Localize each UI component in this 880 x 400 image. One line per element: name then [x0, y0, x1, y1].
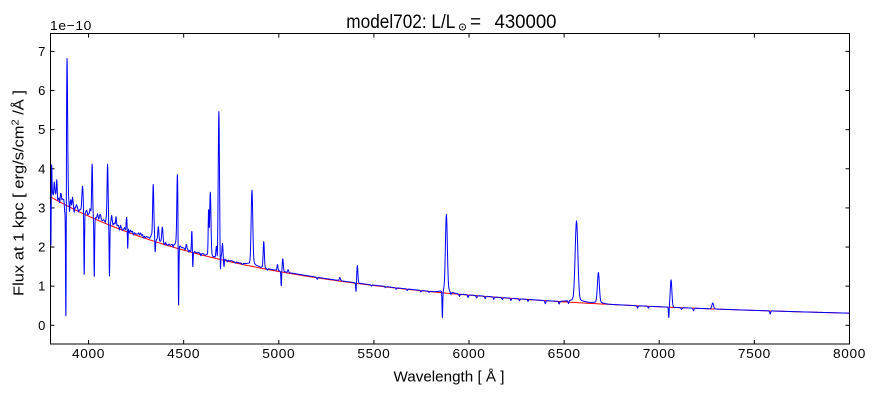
- svg-text:8000: 8000: [833, 346, 866, 361]
- svg-text:Wavelength [ Å ]: Wavelength [ Å ]: [394, 369, 505, 386]
- svg-text:model702: L/L: model702: L/L: [346, 12, 455, 33]
- svg-text:5000: 5000: [262, 346, 295, 361]
- svg-text:3: 3: [38, 200, 46, 215]
- svg-text:1e−10: 1e−10: [50, 18, 92, 33]
- svg-text:4: 4: [38, 161, 46, 176]
- svg-text:4500: 4500: [167, 346, 200, 361]
- svg-text:1: 1: [38, 279, 46, 294]
- svg-text:=: =: [470, 12, 481, 33]
- svg-text:6000: 6000: [453, 346, 486, 361]
- svg-text:430000: 430000: [495, 12, 557, 33]
- svg-text:6: 6: [38, 83, 46, 98]
- svg-text:4000: 4000: [72, 346, 105, 361]
- svg-text:5500: 5500: [357, 346, 390, 361]
- svg-text:6500: 6500: [548, 346, 581, 361]
- svg-text:7000: 7000: [643, 346, 676, 361]
- svg-text:5: 5: [38, 122, 46, 137]
- svg-text:7500: 7500: [738, 346, 771, 361]
- svg-text:7: 7: [38, 44, 46, 59]
- svg-text:0: 0: [38, 318, 46, 333]
- svg-text:Flux at 1 kpc [ erg/s/cm2 /Å ]: Flux at 1 kpc [ erg/s/cm2 /Å ]: [11, 90, 28, 296]
- svg-text:2: 2: [38, 240, 46, 255]
